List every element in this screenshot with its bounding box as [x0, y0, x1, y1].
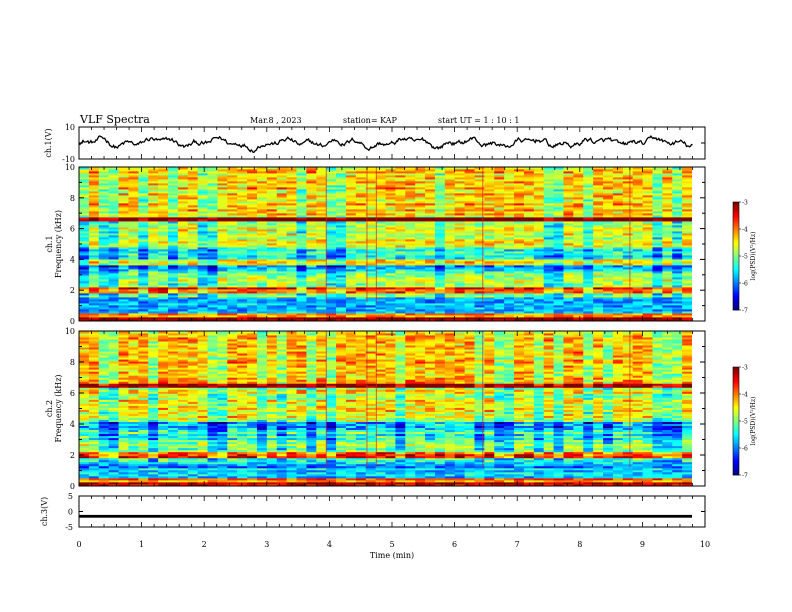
y-tick-label: -10: [62, 155, 75, 164]
colorbar-tick-label: -7: [742, 473, 748, 480]
x-tick-label: 5: [389, 540, 394, 549]
y-tick-label: 8: [70, 358, 75, 367]
y-axis-label: ch.3(V): [40, 497, 49, 526]
x-tick-label: 6: [452, 540, 457, 549]
y-axis-label: Frequency (kHz): [54, 210, 63, 278]
y-tick-label: 2: [70, 286, 75, 295]
y-tick-label: 0: [68, 508, 73, 517]
colorbar-label: log(PSD)(V²/Hz): [750, 232, 757, 281]
y-tick-label: 2: [70, 451, 75, 460]
x-tick-label: 9: [640, 540, 645, 549]
colorbar-tick-label: -6: [742, 281, 748, 288]
y-tick-label: 10: [65, 163, 75, 172]
x-tick-label: 2: [202, 540, 207, 549]
x-axis-label: Time (min): [370, 551, 414, 560]
start-time-label: start UT = 1 : 10 : 1: [438, 116, 520, 125]
x-tick-label: 4: [327, 540, 332, 549]
colorbar-tick-label: -7: [742, 308, 748, 315]
spectrogram-ch2: 0 2 4 6 8 10 ch.2 Frequency (kHz) -3 -4 -5 -6 -7 log(…: [45, 327, 757, 491]
y-axis-label: ch.1(V): [44, 128, 53, 157]
colorbar-tick-label: -5: [742, 254, 748, 261]
y-tick-label: 0: [70, 317, 75, 326]
waveform-trace: [79, 514, 692, 518]
y-axis-label: Frequency (kHz): [54, 374, 63, 442]
waveform-ch1: 10 -10 ch.1(V): [44, 123, 706, 164]
colorbar-tick-label: -3: [742, 200, 748, 207]
station-label: station= KAP: [343, 116, 397, 125]
y-tick-label: 5: [68, 492, 73, 501]
waveform-trace: [78, 134, 693, 154]
y-tick-label: -5: [65, 523, 73, 532]
y-tick-label: 4: [70, 255, 75, 264]
colorbar: -3 -4 -5 -6 -7 log(PSD)(V²/Hz): [732, 365, 757, 480]
y-axis-label-channel: ch.2: [45, 400, 54, 417]
y-axis-label-channel: ch.1: [45, 235, 54, 252]
chart-title: VLF Spectra: [80, 113, 150, 126]
y-tick-label: 0: [70, 482, 75, 491]
y-tick-label: 6: [70, 389, 75, 398]
spectrogram-ch1: 0 2 4 6 8 10 ch.1 Frequency (kHz) -3 -4 -5 -6 -7 log(…: [45, 163, 757, 326]
x-tick-label: 1: [139, 540, 144, 549]
colorbar-tick-label: -6: [742, 446, 748, 453]
colorbar-tick-label: -4: [742, 392, 748, 399]
colorbar: -3 -4 -5 -6 -7 log(PSD)(V²/Hz): [732, 200, 757, 315]
x-tick-label: 8: [577, 540, 582, 549]
y-tick-label: 10: [65, 123, 75, 132]
y-tick-label: 8: [70, 194, 75, 203]
date-label: Mar.8 , 2023: [250, 116, 302, 125]
x-tick-label: 3: [264, 540, 269, 549]
colorbar-label: log(PSD)(V²/Hz): [750, 397, 757, 446]
y-tick-label: 4: [70, 420, 75, 429]
colorbar-tick-label: -4: [742, 227, 748, 234]
y-tick-label: 10: [65, 327, 75, 336]
x-tick-label: 10: [700, 540, 710, 549]
colorbar-tick-label: -5: [742, 419, 748, 426]
x-tick-label: 7: [515, 540, 520, 549]
colorbar-tick-label: -3: [742, 365, 748, 372]
x-tick-label: 0: [76, 540, 81, 549]
y-tick-label: 6: [70, 225, 75, 234]
